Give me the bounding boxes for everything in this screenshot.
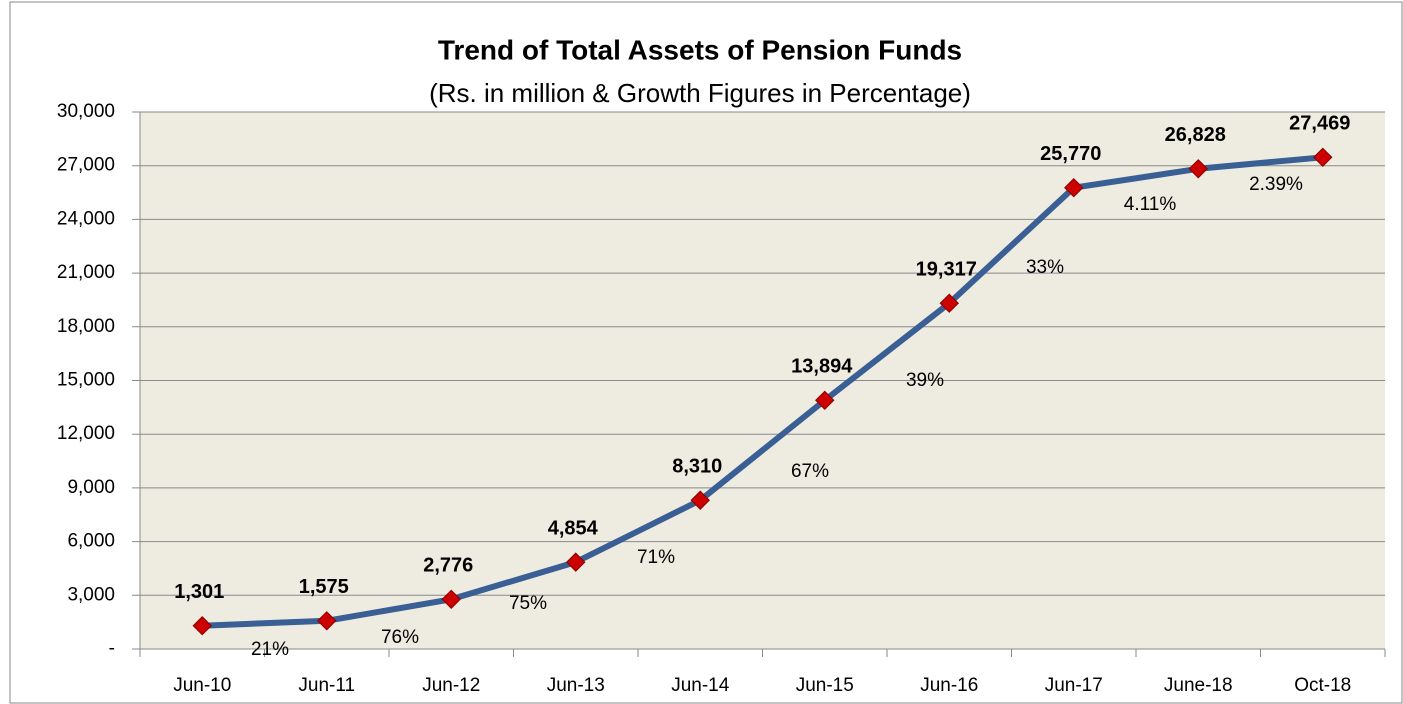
line-series (202, 154, 1324, 629)
y-tick-label: 18,000 (57, 316, 115, 337)
growth-label: 75% (509, 593, 547, 614)
growth-label: 2.39% (1249, 174, 1303, 195)
x-tick-label: Jun-14 (671, 675, 730, 696)
y-tick-label: 27,000 (57, 155, 115, 176)
marker (815, 390, 835, 411)
data-label: 27,469 (1289, 113, 1350, 135)
x-tick-label: Jun-15 (796, 675, 854, 696)
marker (566, 552, 586, 572)
marker (1064, 178, 1084, 198)
growth-label: 33% (1026, 257, 1064, 278)
marker (192, 616, 212, 636)
growth-label: 71% (637, 547, 675, 568)
growth-label: 21% (251, 639, 289, 660)
marker (1188, 159, 1208, 179)
marker (690, 490, 710, 510)
y-tick-label: 21,000 (57, 262, 115, 283)
growth-label: 76% (381, 627, 419, 648)
marker (317, 611, 337, 631)
marker (441, 589, 461, 610)
data-label: 2,776 (423, 555, 473, 577)
y-tick-label: - (109, 638, 115, 659)
y-tick-label: 15,000 (57, 370, 115, 391)
data-label: 4,854 (548, 517, 599, 539)
data-label: 8,310 (672, 456, 722, 478)
marker (939, 293, 959, 313)
x-tick-label: Jun-13 (547, 675, 605, 696)
chart-title: Trend of Total Assets of Pension Funds (438, 34, 962, 65)
y-tick-label: 3,000 (67, 584, 115, 605)
growth-label: 4.11% (1124, 194, 1177, 215)
data-label: 1,301 (174, 581, 224, 603)
data-label: 25,770 (1040, 143, 1101, 165)
data-label: 1,575 (299, 576, 349, 598)
x-tick-label: June-18 (1164, 675, 1233, 696)
y-tick-label: 9,000 (67, 477, 115, 498)
x-tick-label: Jun-10 (173, 675, 231, 696)
x-tick-label: Jun-16 (920, 675, 978, 696)
y-tick-label: 6,000 (67, 531, 115, 552)
y-tick-label: 30,000 (57, 101, 115, 122)
x-tick-label: Jun-11 (298, 675, 355, 696)
x-tick-label: Jun-17 (1045, 675, 1103, 696)
y-tick-label: 12,000 (57, 423, 115, 444)
data-label: 26,828 (1165, 124, 1226, 146)
chart-subtitle: (Rs. in million & Growth Figures in Perc… (429, 78, 971, 108)
data-label: 19,317 (916, 259, 977, 281)
growth-label: 67% (791, 461, 829, 482)
growth-label: 39% (906, 370, 944, 391)
x-tick-label: Oct-18 (1294, 675, 1351, 696)
x-tick-label: Jun-12 (422, 675, 480, 696)
marker (1313, 147, 1333, 168)
data-label: 13,894 (791, 356, 853, 378)
y-tick-label: 24,000 (57, 208, 115, 229)
